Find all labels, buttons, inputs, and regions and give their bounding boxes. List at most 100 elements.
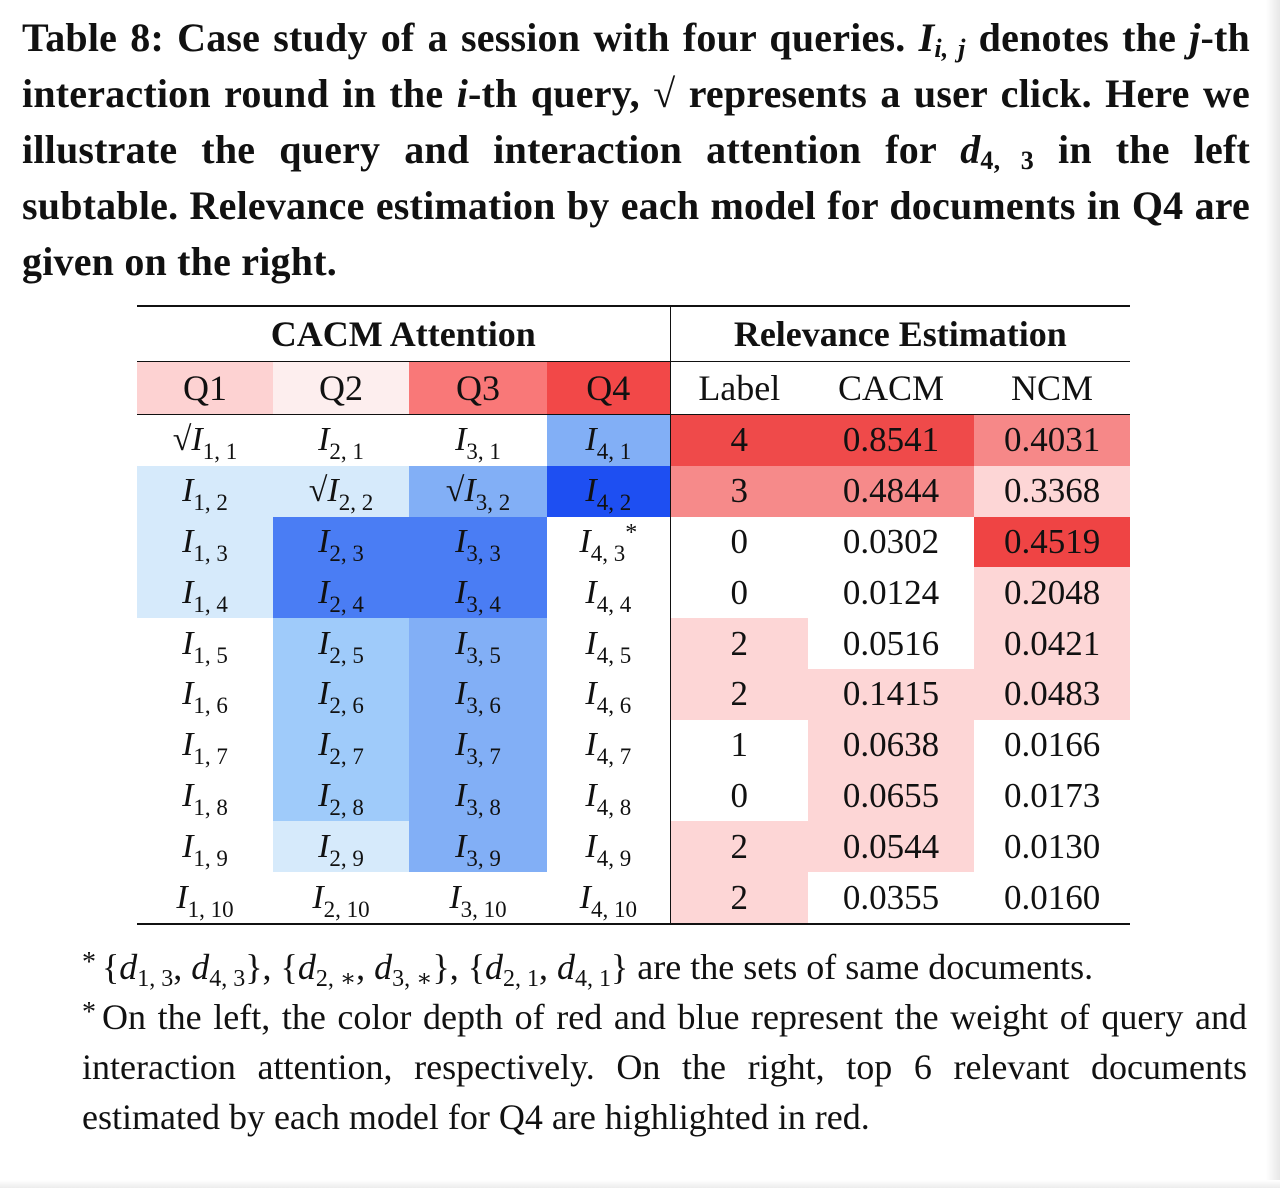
ncm-score-cell: 0.0166 — [974, 719, 1131, 771]
interaction-cell-q4: I4, 1 — [547, 414, 671, 466]
interaction-symbol: I — [455, 776, 467, 814]
interaction-cell-q3: I3, 3 — [409, 516, 547, 568]
interaction-symbol: I — [455, 522, 467, 560]
interaction-cell-q3: I3, 8 — [409, 770, 547, 822]
label-cell: 1 — [670, 719, 809, 771]
interaction-subscript: 2, 9 — [329, 845, 364, 871]
click-mark: √ — [308, 472, 328, 510]
interaction-cell-q3: I3, 7 — [409, 719, 547, 771]
doc-symbol: d — [297, 947, 316, 987]
note-1: * {d1, 3, d4, 3}, {d2, ∗, d3, ∗}, {d2, 1,… — [82, 942, 1247, 992]
duplicate-doc-mark: * — [625, 519, 638, 546]
interaction-symbol: I — [464, 472, 476, 510]
interaction-cell-q1: I1, 3 — [137, 516, 273, 568]
column-header-q2: Q2 — [273, 361, 409, 415]
interaction-subscript: 2, 8 — [329, 794, 364, 820]
interaction-cell-q4: I4, 9 — [547, 821, 671, 873]
interaction-symbol: I — [455, 827, 467, 865]
column-header-q4: Q4 — [547, 361, 671, 415]
cacm-score-cell: 0.0516 — [808, 618, 975, 669]
interaction-subscript: 1, 5 — [193, 642, 228, 668]
interaction-cell-q2: I2, 4 — [273, 567, 409, 619]
interaction-subscript: 1, 7 — [193, 744, 228, 770]
interaction-cell-q1: I1, 5 — [137, 618, 273, 669]
note-text-fragment: }, { — [432, 947, 486, 987]
table-row: I1, 6 I2, 6 I3, 6 I4, 6 2 0.1415 0.0483 — [137, 668, 1131, 720]
interaction-subscript: 1, 9 — [193, 845, 228, 871]
interaction-cell-q3: I3, 4 — [409, 567, 547, 619]
interaction-subscript: 3, 7 — [466, 744, 501, 770]
doc-subscript: 1, 3 — [137, 966, 174, 992]
ncm-score-cell: 0.0173 — [974, 770, 1131, 822]
ncm-score-cell: 0.4519 — [974, 516, 1131, 568]
column-header-q3: Q3 — [409, 361, 547, 415]
page-bottom-shadow — [0, 1180, 1280, 1188]
note-2: * On the left, the color depth of red and… — [82, 992, 1247, 1142]
interaction-symbol: I — [579, 878, 591, 916]
interaction-symbol: I — [318, 421, 330, 459]
interaction-symbol: I — [455, 726, 467, 764]
cacm-score-cell: 0.0355 — [808, 872, 975, 925]
ncm-score-cell: 0.0160 — [974, 872, 1131, 925]
table-row: I1, 7 I2, 7 I3, 7 I4, 7 1 0.0638 0.0166 — [137, 719, 1131, 771]
group-header-cacm-attention: CACM Attention — [137, 305, 671, 362]
interaction-cell-q2: I2, 9 — [273, 821, 409, 873]
interaction-symbol: I — [176, 878, 188, 916]
click-mark: √ — [445, 472, 465, 510]
interaction-symbol: I — [318, 726, 330, 764]
interaction-symbol: I — [318, 573, 330, 611]
interaction-symbol: I — [449, 878, 461, 916]
caption-symbol-ij: i, j — [934, 34, 966, 63]
interaction-symbol: I — [182, 522, 194, 560]
interaction-subscript: 3, 1 — [466, 439, 501, 465]
interaction-cell-q1: I1, 4 — [137, 567, 273, 619]
note-2-text: On the left, the color depth of red and … — [82, 997, 1247, 1137]
caption-text-3: -th query, √ represents a user click. He… — [22, 71, 1250, 172]
caption-text-1: denotes the — [965, 15, 1190, 60]
note-text-fragment: }, { — [245, 947, 298, 987]
doc-symbol: d — [119, 947, 138, 987]
cacm-score-cell: 0.0638 — [808, 719, 975, 771]
interaction-symbol: I — [182, 776, 194, 814]
label-cell: 4 — [670, 414, 809, 466]
interaction-cell-q1: I1, 2 — [137, 465, 273, 517]
page-edge-shadow — [1266, 0, 1280, 1188]
group-header-relevance-estimation: Relevance Estimation — [670, 305, 1131, 362]
interaction-cell-q2: I2, 6 — [273, 668, 409, 720]
doc-subscript: 3, ∗ — [392, 966, 433, 992]
doc-symbol: d — [485, 947, 504, 987]
table-row: I1, 2 √I2, 2 √I3, 2 I4, 2 3 0.4844 0.3368 — [137, 465, 1131, 517]
interaction-subscript: 2, 6 — [329, 693, 364, 719]
ncm-score-cell: 0.2048 — [974, 567, 1131, 619]
interaction-symbol: I — [312, 878, 324, 916]
cacm-score-cell: 0.0544 — [808, 821, 975, 873]
interaction-symbol: I — [585, 421, 597, 459]
note-2-star: * — [82, 997, 96, 1028]
interaction-subscript: 1, 10 — [187, 896, 234, 922]
interaction-subscript: 2, 2 — [338, 490, 374, 516]
caption-text-4: in the left subtable. Relevance estimati… — [22, 127, 1250, 284]
doc-subscript: 4, 1 — [575, 966, 612, 992]
interaction-cell-q4: I4, 7 — [547, 719, 671, 771]
column-header-q1: Q1 — [137, 361, 273, 415]
table-row: I1, 3 I2, 3 I3, 3 I4, 3* 0 0.0302 0.4519 — [137, 516, 1131, 568]
label-cell: 3 — [670, 465, 809, 517]
note-1-star: * — [82, 947, 96, 978]
interaction-subscript: 2, 1 — [329, 439, 364, 465]
interaction-cell-q1: I1, 8 — [137, 770, 273, 822]
caption-text-2: -th interaction round in the — [22, 15, 1250, 116]
column-header-row: Q1 Q2 Q3 Q4 Label CACM NCM — [137, 361, 1131, 415]
doc-symbol: d — [191, 947, 210, 987]
interaction-symbol: I — [579, 522, 591, 560]
label-cell: 2 — [670, 618, 809, 669]
interaction-subscript: 2, 4 — [329, 591, 364, 617]
interaction-cell-q2: I2, 1 — [273, 414, 409, 466]
cacm-score-cell: 0.8541 — [808, 414, 975, 466]
doc-subscript: 2, 1 — [503, 966, 540, 992]
table-row: √I1, 1 I2, 1 I3, 1 I4, 1 4 0.8541 0.4031 — [137, 414, 1131, 466]
interaction-subscript: 4, 3 — [590, 540, 626, 566]
interaction-symbol: I — [455, 675, 467, 713]
label-cell: 2 — [670, 872, 809, 925]
cacm-score-cell: 0.1415 — [808, 668, 975, 720]
case-study-table: CACM Attention Relevance Estimation Q1 Q2… — [137, 305, 1131, 925]
